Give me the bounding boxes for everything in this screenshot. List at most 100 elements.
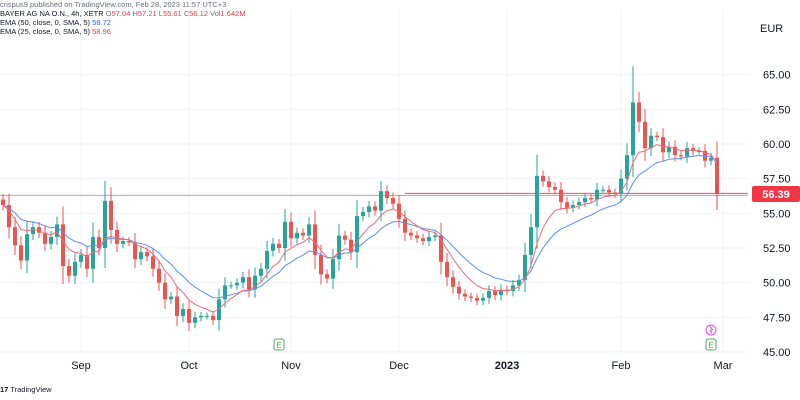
candle-body [37, 227, 41, 233]
candle-body [175, 296, 179, 316]
price-tick-label: 50.00 [763, 278, 791, 290]
grid [0, 10, 748, 353]
candle-body [511, 285, 515, 291]
high-label: H [132, 9, 138, 18]
candle-body [79, 254, 83, 262]
candle-body [613, 192, 617, 194]
price-axis: 45.00 47.50 50.00 52.50 55.00 57.50 60.00 62.50… [763, 70, 791, 359]
candle-body [133, 242, 137, 260]
candle-body [547, 181, 551, 187]
earnings-icon-letter: E [708, 341, 713, 350]
candle-body [541, 175, 545, 182]
candle-body [103, 200, 107, 248]
candle-body [325, 274, 329, 279]
low-value: 55.61 [162, 9, 182, 18]
last-price-label: 56.39 [762, 189, 790, 201]
candle-body [337, 235, 341, 260]
candle-body [187, 309, 191, 323]
candle-body [205, 315, 209, 317]
candle-body [217, 299, 221, 321]
candle-body [421, 238, 425, 242]
tradingview-logo[interactable]: 17 TradingView [0, 385, 52, 394]
candle-body [475, 297, 479, 301]
candle-body [229, 285, 233, 287]
candle-body [601, 189, 605, 191]
candle-body [391, 198, 395, 204]
candle-body [643, 121, 647, 149]
earnings-icon[interactable]: E [273, 338, 285, 351]
candle-body [145, 252, 149, 257]
time-tick-label: Dec [389, 360, 409, 372]
candle-body [235, 282, 239, 286]
currency-label: EUR [760, 23, 783, 35]
time-tick-label: Nov [281, 360, 301, 372]
earnings-icon-letter: E [276, 341, 281, 350]
candle-body [463, 293, 467, 297]
candle-body [565, 202, 569, 208]
candle-body [499, 289, 503, 296]
candle-body [313, 224, 317, 255]
candle-body [349, 239, 353, 253]
candle-body [403, 218, 407, 233]
candle-body [433, 235, 437, 237]
last-price-tag: 56.39 [752, 186, 800, 203]
candle-body [67, 266, 71, 276]
candle-body [31, 227, 35, 235]
open-label: O [105, 9, 112, 18]
candle-body [163, 282, 167, 300]
candle-body [529, 227, 533, 255]
candle-body [637, 102, 641, 122]
dividend-icon[interactable] [705, 324, 717, 336]
price-tick-label: 55.00 [763, 208, 791, 220]
candle-body [571, 205, 575, 208]
candle-body [517, 279, 521, 286]
candle-body [487, 290, 491, 298]
candle-body [55, 224, 59, 237]
price-tick-label: 45.00 [763, 347, 791, 359]
candle-body [451, 277, 455, 287]
candle-body [265, 250, 269, 269]
candle-body [673, 146, 677, 156]
candle-body [691, 148, 695, 151]
candle-body [295, 232, 299, 239]
candle-body [97, 236, 101, 248]
earnings-icon-box [273, 338, 285, 351]
candle-body [91, 236, 95, 269]
candle-body [61, 224, 65, 267]
candle-body [481, 297, 485, 301]
candle-body [649, 135, 653, 149]
candle-body [193, 317, 197, 323]
candle-body [373, 206, 377, 211]
candle-body [535, 175, 539, 228]
candle-body [361, 211, 365, 217]
candle-body [319, 254, 323, 275]
candle-body [631, 102, 635, 156]
time-axis: Sep Oct Nov Dec 2023 Feb Mar [71, 360, 733, 372]
candle-body [379, 191, 383, 211]
candle-body [307, 224, 311, 236]
legend-ema25[interactable]: EMA (25, close, 0, SMA, 5) 58.96 [0, 27, 111, 36]
candle-body [523, 254, 527, 280]
earnings-icon[interactable]: E [705, 338, 717, 351]
legend-main: BAYER AG NA O.N., 4h, XETR O57.04 H57.21… [0, 9, 246, 18]
legend-ema50[interactable]: EMA (50, close, 0, SMA, 5) 58.72 [0, 18, 111, 27]
ema25-line [2, 144, 718, 313]
earnings-icon-box [705, 338, 717, 351]
candle-body [589, 198, 593, 200]
candle-body [211, 315, 215, 321]
ema-lines [2, 144, 718, 313]
publisher-line: crispus9 published on TradingView.com, F… [0, 0, 227, 9]
price-tick-label: 62.50 [763, 104, 791, 116]
candle-body [355, 216, 359, 253]
candle-body [85, 254, 89, 269]
symbol-title[interactable]: BAYER AG NA O.N., 4h, XETR [0, 9, 104, 18]
candle-body [199, 315, 203, 318]
candle-body [301, 232, 305, 236]
candle-body [583, 198, 587, 203]
candle-body [25, 234, 29, 261]
candle-body [385, 191, 389, 199]
candle-body [259, 268, 263, 276]
price-tick-label: 57.50 [763, 174, 791, 186]
